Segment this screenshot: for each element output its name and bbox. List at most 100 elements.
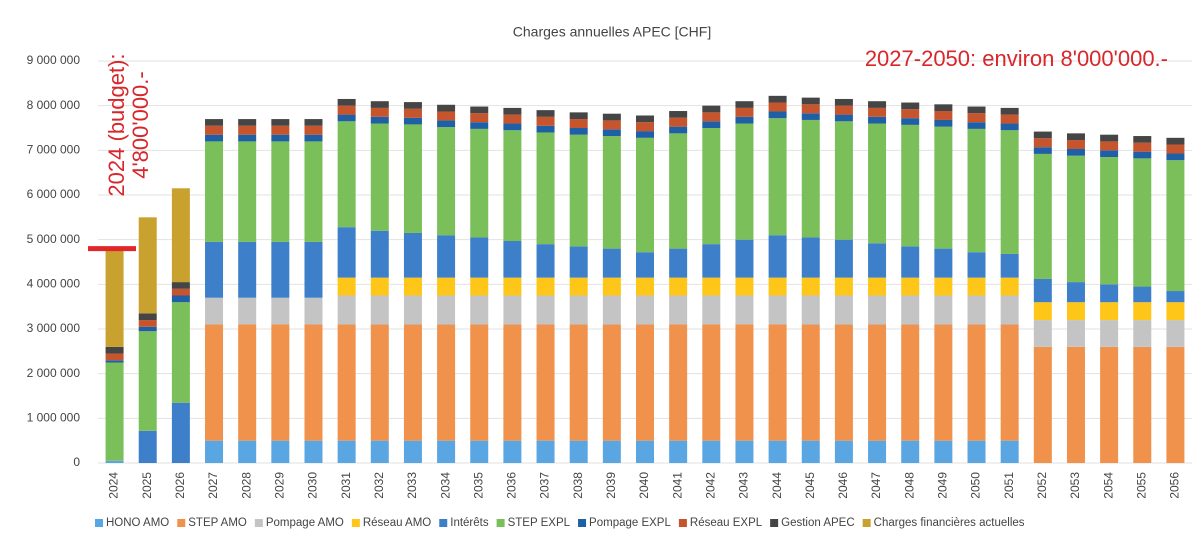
x-tick-label: 2038 — [571, 472, 585, 499]
bar-segment — [1100, 284, 1119, 303]
x-tick-label: 2030 — [306, 472, 320, 499]
bar-segment — [503, 123, 522, 131]
bar-segment — [238, 119, 257, 126]
legend-swatch — [578, 519, 587, 527]
legend-label: HONO AMO — [106, 517, 169, 529]
bar-segment — [370, 116, 389, 124]
bar-segment — [403, 108, 422, 118]
bar-segment — [437, 111, 456, 121]
bar-segment — [536, 132, 555, 245]
bar-segment — [536, 116, 555, 126]
bar-segment — [569, 277, 588, 296]
bar-segment — [536, 440, 555, 463]
bar-segment — [967, 324, 986, 441]
x-tick-label: 2024 — [107, 472, 121, 499]
bar-segment — [138, 430, 157, 463]
bar-segment — [702, 244, 721, 278]
y-tick-label: 4 000 000 — [27, 277, 81, 291]
bar-segment — [437, 104, 456, 112]
x-tick-label: 2041 — [670, 472, 684, 499]
bar-segment — [636, 252, 654, 278]
bar-segment — [934, 119, 953, 127]
bar-segment — [437, 324, 456, 441]
bar-segment — [934, 126, 953, 249]
bar-segment — [1100, 157, 1119, 285]
bar-segment — [801, 295, 820, 325]
legend-label: Pompage AMO — [266, 517, 344, 529]
x-tick-label: 2043 — [737, 472, 751, 499]
bar-segment — [437, 235, 456, 278]
bar-segment — [602, 440, 621, 463]
legend-label: Pompage EXPL — [589, 517, 671, 529]
bar-segment — [801, 324, 820, 441]
x-tick-label: 2026 — [173, 472, 187, 499]
bar-segment — [1000, 440, 1019, 463]
y-tick-label: 1 000 000 — [27, 411, 81, 425]
bar-segment — [735, 239, 754, 278]
bar-segment — [702, 105, 721, 113]
bar-segment — [768, 95, 787, 103]
bar-segment — [304, 297, 323, 325]
bar-segment — [370, 101, 389, 108]
legend-swatch — [439, 519, 448, 527]
bar-segment — [768, 277, 787, 296]
x-tick-label: 2025 — [140, 472, 154, 499]
bar-segment — [801, 119, 820, 238]
bar-segment — [238, 297, 257, 325]
bar-segment — [967, 277, 986, 296]
bar-segment — [1033, 153, 1052, 279]
bar-segment — [238, 241, 257, 298]
annotation: 2024 (budget): — [104, 53, 129, 196]
bar-segment — [271, 440, 290, 463]
bar-segment — [304, 141, 323, 242]
bar-segment — [171, 282, 190, 289]
bar-segment — [403, 124, 422, 233]
bar-segment — [602, 277, 621, 296]
bar-segment — [868, 107, 887, 117]
bar-segment — [304, 134, 323, 142]
bar-segment — [337, 98, 356, 106]
bar-segment — [1100, 134, 1119, 142]
bar-segment — [470, 106, 489, 114]
chart-title: Charges annuelles APEC [CHF] — [513, 24, 711, 40]
bar-segment — [1066, 140, 1085, 149]
bar-segment — [171, 288, 190, 296]
y-tick-label: 7 000 000 — [27, 143, 81, 157]
x-tick-label: 2052 — [1035, 472, 1049, 499]
bar-segment — [1100, 150, 1119, 158]
legend-label: Intérêts — [450, 517, 489, 529]
x-tick-label: 2040 — [637, 472, 651, 499]
bar-segment — [470, 128, 489, 238]
bar-segment — [636, 324, 654, 441]
bar-segment — [901, 118, 920, 125]
bar-segment — [801, 113, 820, 120]
bar-segment — [636, 137, 654, 253]
bar-segment — [967, 295, 986, 325]
bar-segment — [271, 141, 290, 242]
bar-segment — [337, 440, 356, 463]
bar-segment — [901, 124, 920, 247]
bar-segment — [702, 324, 721, 441]
x-tick-label: 2053 — [1068, 472, 1082, 499]
bar-segment — [569, 246, 588, 278]
bar-segment — [868, 116, 887, 124]
bar-segment — [636, 131, 654, 138]
bar-segment — [1033, 131, 1052, 139]
bar-segment — [669, 117, 688, 127]
bar-segment — [735, 440, 754, 463]
x-tick-label: 2035 — [471, 472, 485, 499]
bar-segment — [470, 237, 489, 278]
legend-swatch — [177, 519, 186, 527]
bar-segment — [636, 295, 654, 325]
bar-segment — [238, 125, 257, 135]
bar-segment — [437, 440, 456, 463]
bar-segment — [1066, 148, 1085, 156]
bar-segment — [1000, 114, 1019, 124]
legend-label: Charges financières actuelles — [874, 517, 1025, 529]
bar-segment — [1033, 278, 1052, 303]
legend-swatch — [862, 519, 871, 527]
bar-segment — [403, 277, 422, 296]
bar-segment — [669, 111, 688, 118]
bar-segment — [205, 119, 224, 126]
bar-segment — [337, 295, 356, 325]
